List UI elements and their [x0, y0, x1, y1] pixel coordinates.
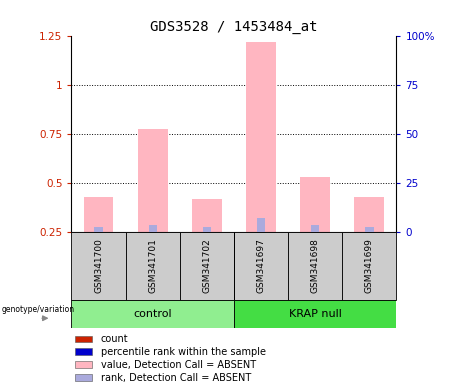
Bar	[355, 197, 384, 232]
Bar	[342, 232, 396, 300]
Text: GSM341701: GSM341701	[148, 238, 157, 293]
Bar	[75, 336, 92, 342]
Bar	[95, 227, 103, 232]
Bar	[300, 177, 330, 232]
Text: percentile rank within the sample: percentile rank within the sample	[100, 347, 266, 357]
Bar	[192, 199, 222, 232]
Bar	[180, 232, 234, 300]
Text: GSM341698: GSM341698	[311, 238, 320, 293]
Bar	[311, 225, 319, 232]
Text: rank, Detection Call = ABSENT: rank, Detection Call = ABSENT	[100, 372, 251, 382]
Bar	[125, 232, 180, 300]
Bar	[203, 227, 211, 232]
Bar	[75, 349, 92, 355]
Bar	[148, 225, 157, 232]
Text: count: count	[100, 334, 128, 344]
Text: GSM341700: GSM341700	[94, 238, 103, 293]
Bar	[257, 218, 265, 232]
Text: GSM341697: GSM341697	[256, 238, 266, 293]
Text: genotype/variation: genotype/variation	[1, 305, 75, 314]
Bar	[365, 227, 373, 232]
Bar	[234, 300, 396, 328]
Text: control: control	[133, 309, 172, 319]
Bar	[288, 232, 342, 300]
Text: GSM341702: GSM341702	[202, 238, 212, 293]
Bar	[246, 42, 276, 232]
Bar	[75, 361, 92, 367]
Bar	[83, 197, 113, 232]
Text: GSM341699: GSM341699	[365, 238, 374, 293]
Bar	[71, 232, 125, 300]
Title: GDS3528 / 1453484_at: GDS3528 / 1453484_at	[150, 20, 318, 34]
Text: value, Detection Call = ABSENT: value, Detection Call = ABSENT	[100, 359, 256, 369]
Bar	[75, 374, 92, 381]
Bar	[138, 129, 168, 232]
Text: KRAP null: KRAP null	[289, 309, 342, 319]
Bar	[234, 232, 288, 300]
Bar	[71, 300, 234, 328]
